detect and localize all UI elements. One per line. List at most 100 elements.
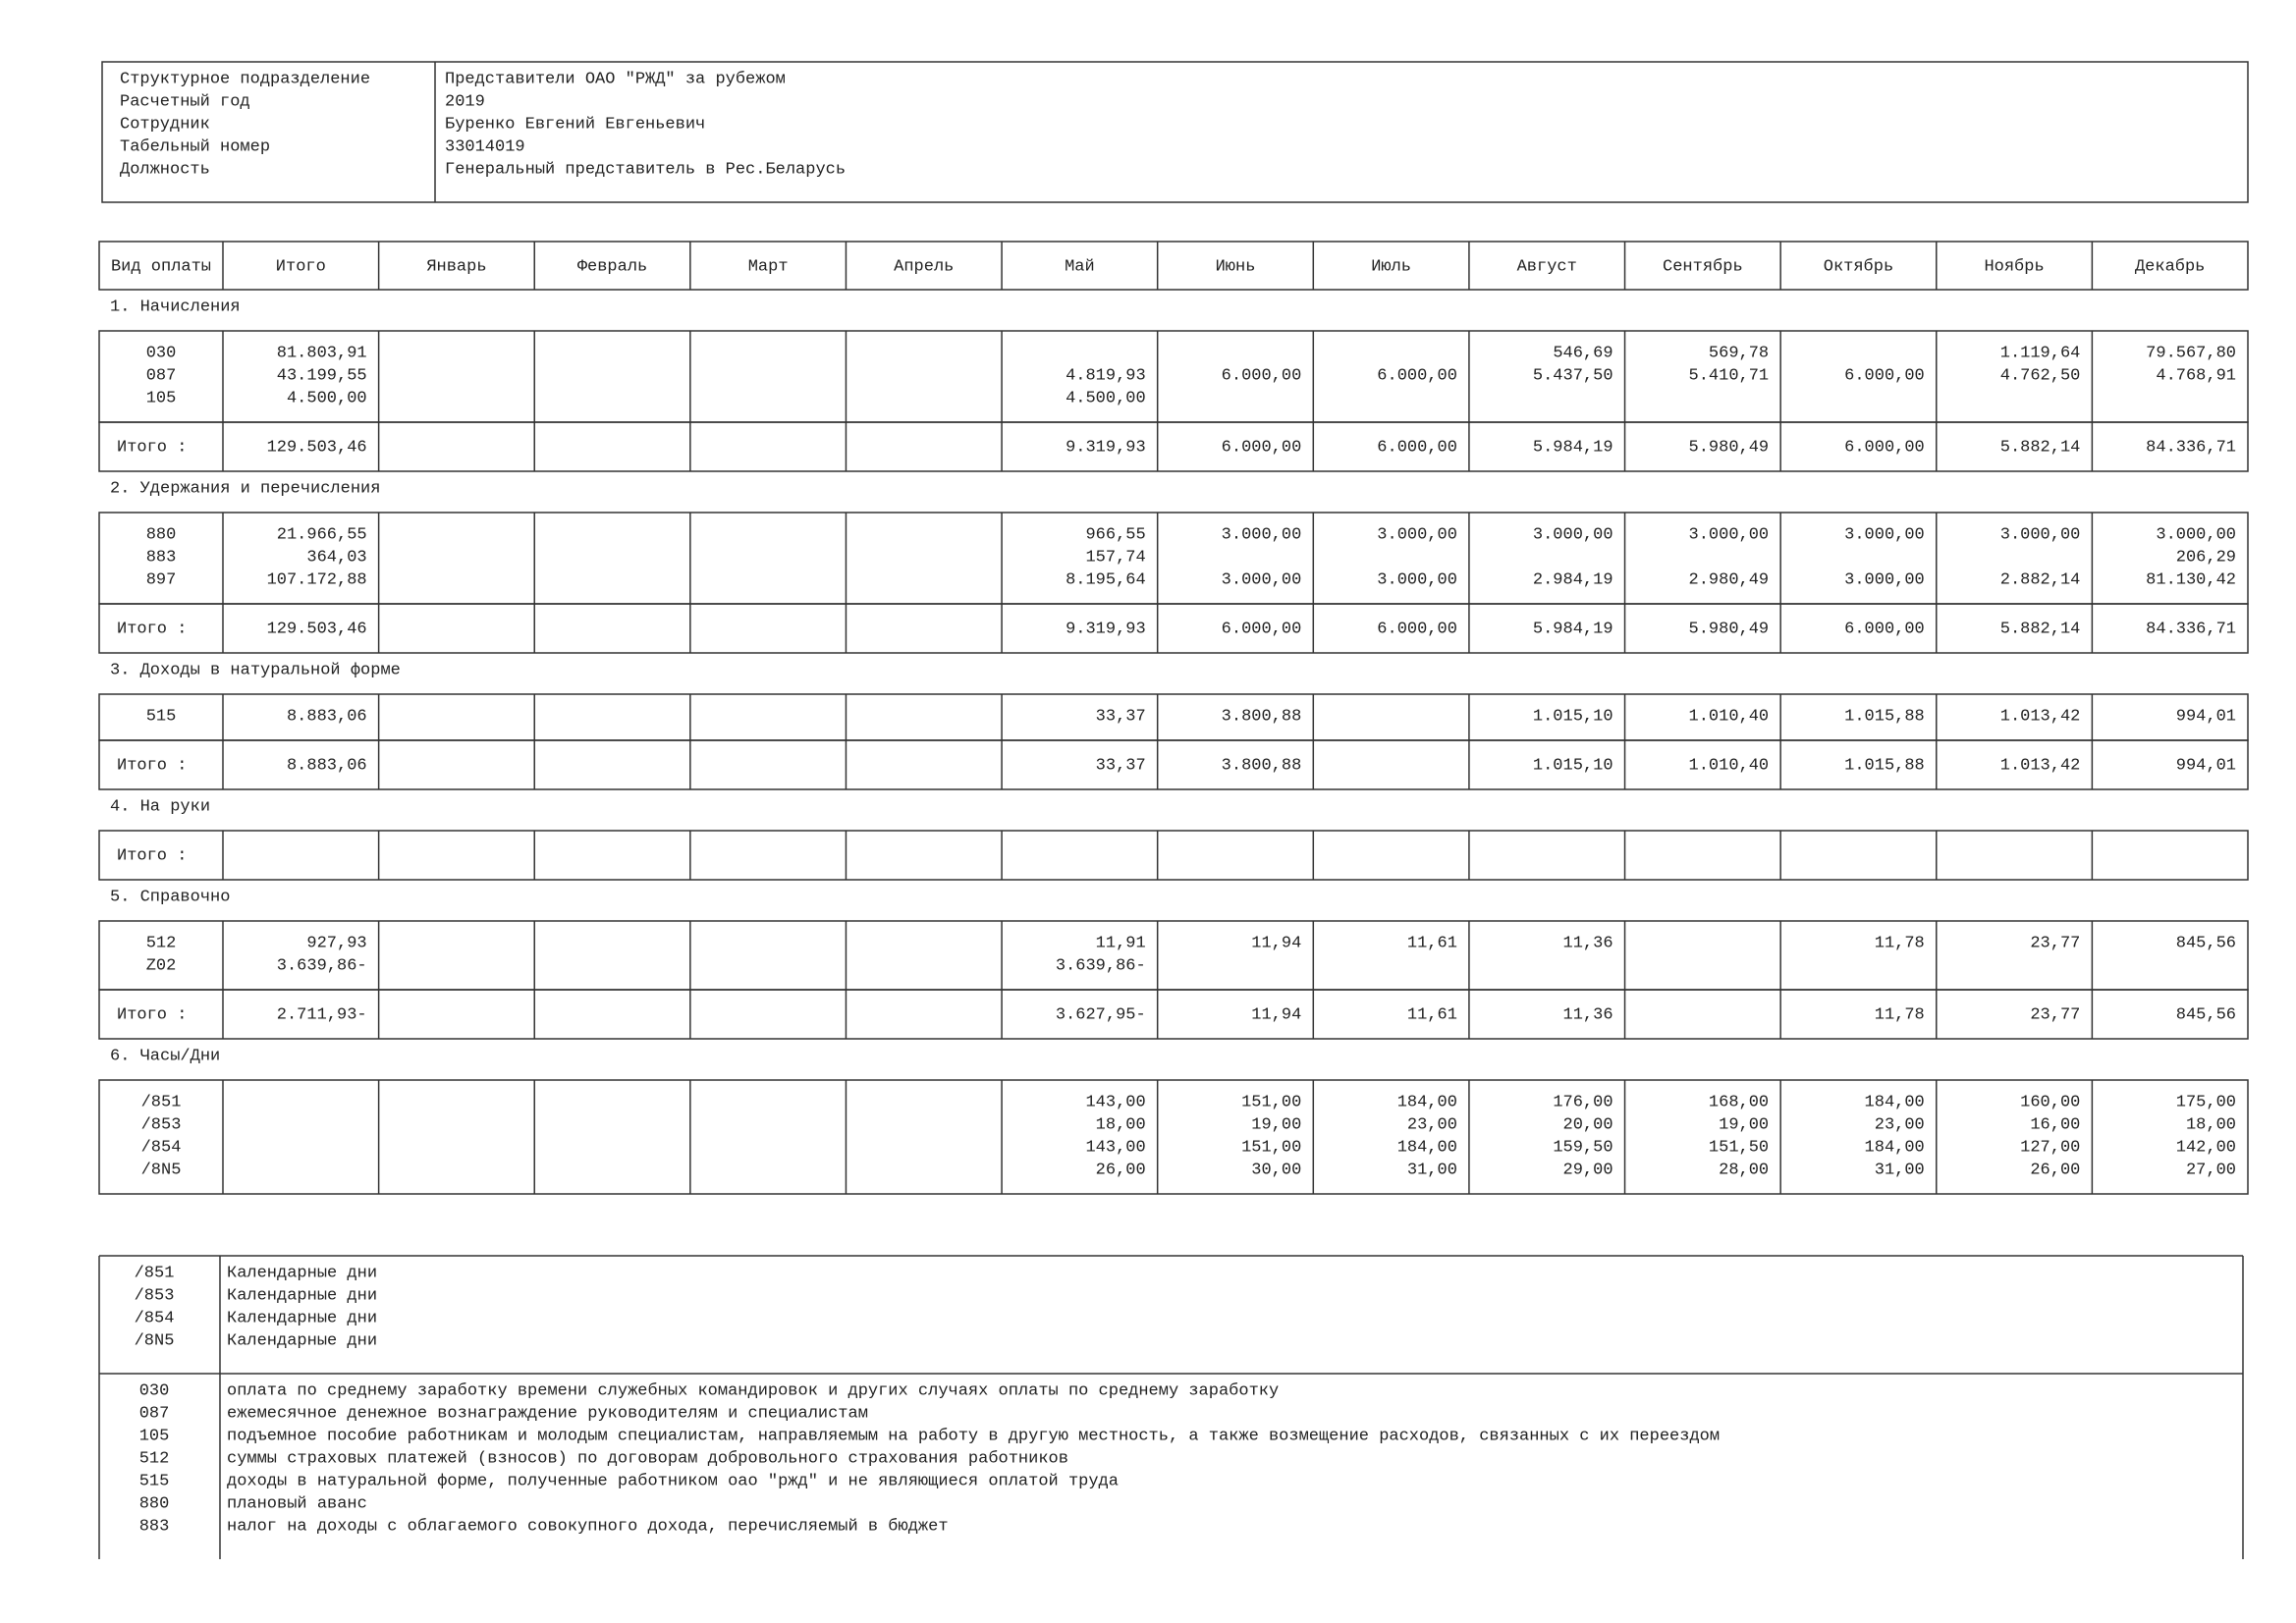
column-header: Январь bbox=[426, 257, 486, 276]
cell-value: 994,01 bbox=[2176, 756, 2236, 775]
cell-value: 184,00 bbox=[1865, 1138, 1925, 1157]
legend-text: оплата по среднему заработку времени слу… bbox=[227, 1381, 1279, 1400]
cell-value: 6.000,00 bbox=[1844, 620, 1925, 638]
total-label: Итого : bbox=[117, 756, 187, 775]
cell-value: 11,78 bbox=[1875, 1005, 1925, 1024]
cell-value: 3.800,88 bbox=[1222, 756, 1302, 775]
section-title: 3. Доходы в натуральной форме bbox=[110, 661, 401, 679]
cell-value: 3.000,00 bbox=[1377, 570, 1457, 589]
legend-text: Календарные дни bbox=[227, 1331, 377, 1350]
header-box bbox=[101, 61, 2249, 203]
header-label: Сотрудник bbox=[120, 115, 210, 134]
section-block bbox=[98, 512, 2249, 605]
cell-value: 184,00 bbox=[1865, 1093, 1925, 1111]
column-header: Ноябрь bbox=[1984, 257, 2044, 276]
cell-value: 927,93 bbox=[306, 934, 366, 952]
legend-text: ежемесячное денежное вознаграждение руко… bbox=[227, 1404, 868, 1423]
header-value: Буренко Евгений Евгеньевич bbox=[445, 115, 705, 134]
cell-value: 5.437,50 bbox=[1533, 366, 1613, 385]
section-title: 1. Начисления bbox=[110, 298, 241, 316]
cell-value: 160,00 bbox=[2020, 1093, 2080, 1111]
column-header: Август bbox=[1517, 257, 1577, 276]
cell-value: 8.883,06 bbox=[287, 707, 367, 726]
cell-value: 16,00 bbox=[2030, 1115, 2080, 1134]
legend-code: /851 bbox=[135, 1264, 175, 1282]
row-code: /853 bbox=[141, 1115, 182, 1134]
cell-value: 8.883,06 bbox=[287, 756, 367, 775]
cell-value: 176,00 bbox=[1553, 1093, 1613, 1111]
cell-value: 11,61 bbox=[1407, 1005, 1457, 1024]
legend-text: доходы в натуральной форме, полученные р… bbox=[227, 1472, 1119, 1490]
cell-value: 33,37 bbox=[1096, 756, 1146, 775]
legend-text: Календарные дни bbox=[227, 1264, 377, 1282]
cell-value: 151,50 bbox=[1709, 1138, 1769, 1157]
total-label: Итого : bbox=[117, 438, 187, 457]
cell-value: 6.000,00 bbox=[1844, 438, 1925, 457]
cell-value: 364,03 bbox=[306, 548, 366, 567]
cell-value: 3.000,00 bbox=[2156, 525, 2236, 544]
legend-text: Календарные дни bbox=[227, 1309, 377, 1327]
cell-value: 1.010,40 bbox=[1689, 756, 1770, 775]
row-code: 087 bbox=[146, 366, 177, 385]
legend-text: подъемное пособие работникам и молодым с… bbox=[227, 1427, 1720, 1445]
total-row bbox=[98, 421, 2249, 472]
cell-value: 151,00 bbox=[1241, 1093, 1301, 1111]
cell-value: 1.119,64 bbox=[2000, 344, 2081, 362]
cell-value: 30,00 bbox=[1251, 1161, 1301, 1179]
column-header: Декабрь bbox=[2135, 257, 2205, 276]
cell-value: 3.000,00 bbox=[1844, 525, 1925, 544]
total-label: Итого : bbox=[117, 620, 187, 638]
cell-value: 6.000,00 bbox=[1222, 366, 1302, 385]
header-value: Генеральный представитель в Рес.Беларусь bbox=[445, 160, 846, 179]
row-code: 105 bbox=[146, 389, 177, 407]
column-header: Февраль bbox=[577, 257, 647, 276]
cell-value: 5.984,19 bbox=[1533, 438, 1613, 457]
legend-code: 512 bbox=[139, 1449, 170, 1468]
cell-value: 20,00 bbox=[1563, 1115, 1613, 1134]
cell-value: 3.000,00 bbox=[2000, 525, 2081, 544]
cell-value: 2.882,14 bbox=[2000, 570, 2081, 589]
total-label: Итого : bbox=[117, 846, 187, 865]
cell-value: 546,69 bbox=[1553, 344, 1613, 362]
column-header: Сентябрь bbox=[1663, 257, 1743, 276]
cell-value: 4.500,00 bbox=[1066, 389, 1146, 407]
cell-value: 6.000,00 bbox=[1377, 620, 1457, 638]
cell-value: 6.000,00 bbox=[1222, 438, 1302, 457]
cell-value: 18,00 bbox=[2186, 1115, 2236, 1134]
column-header: Июнь bbox=[1216, 257, 1256, 276]
header-value: 33014019 bbox=[445, 137, 525, 156]
column-header: Май bbox=[1065, 257, 1095, 276]
cell-value: 33,37 bbox=[1096, 707, 1146, 726]
cell-value: 43.199,55 bbox=[277, 366, 367, 385]
legend-code: 515 bbox=[139, 1472, 170, 1490]
column-header: Март bbox=[748, 257, 789, 276]
cell-value: 28,00 bbox=[1719, 1161, 1769, 1179]
total-row bbox=[98, 830, 2249, 881]
cell-value: 81.803,91 bbox=[277, 344, 367, 362]
legend-code: /854 bbox=[135, 1309, 175, 1327]
cell-value: 81.130,42 bbox=[2146, 570, 2236, 589]
column-header: Июль bbox=[1371, 257, 1411, 276]
row-code: 897 bbox=[146, 570, 177, 589]
column-header: Вид оплаты bbox=[111, 257, 211, 276]
cell-value: 26,00 bbox=[1096, 1161, 1146, 1179]
cell-value: 11,36 bbox=[1563, 1005, 1613, 1024]
row-code: 880 bbox=[146, 525, 177, 544]
cell-value: 1.015,88 bbox=[1844, 756, 1925, 775]
cell-value: 19,00 bbox=[1719, 1115, 1769, 1134]
cell-value: 143,00 bbox=[1085, 1093, 1145, 1111]
legend-text: суммы страховых платежей (взносов) по до… bbox=[227, 1449, 1068, 1468]
cell-value: 1.015,10 bbox=[1533, 756, 1613, 775]
legend-code: 880 bbox=[139, 1494, 170, 1513]
cell-value: 994,01 bbox=[2176, 707, 2236, 726]
cell-value: 11,78 bbox=[1875, 934, 1925, 952]
cell-value: 3.639,86- bbox=[1056, 956, 1146, 975]
cell-value: 11,94 bbox=[1251, 934, 1301, 952]
cell-value: 107.172,88 bbox=[267, 570, 367, 589]
legend-code: 030 bbox=[139, 1381, 170, 1400]
section-title: 5. Справочно bbox=[110, 888, 230, 906]
cell-value: 1.015,88 bbox=[1844, 707, 1925, 726]
cell-value: 569,78 bbox=[1709, 344, 1769, 362]
legend-code: /853 bbox=[135, 1286, 175, 1305]
